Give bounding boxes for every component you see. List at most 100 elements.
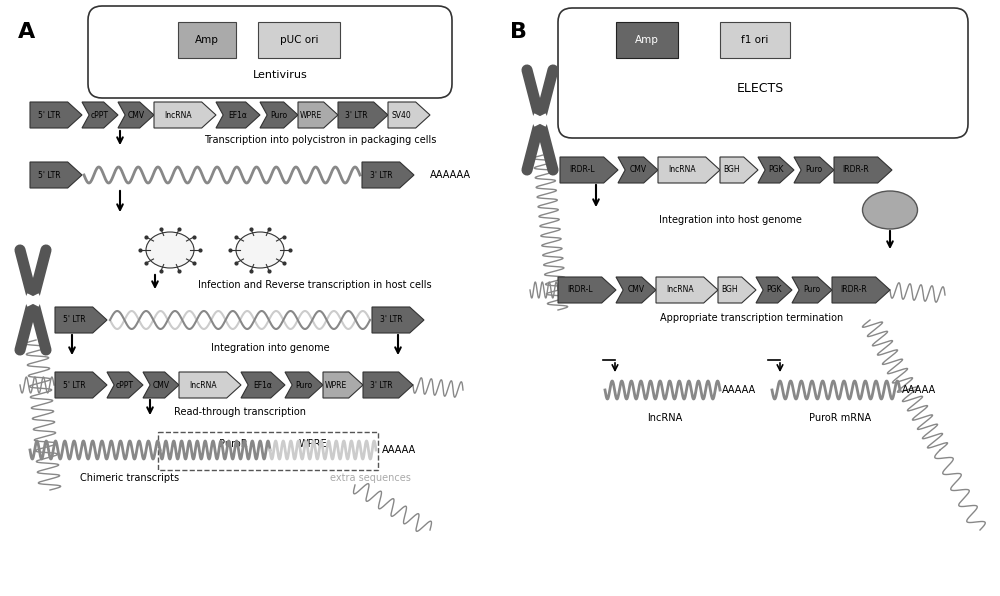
Text: 3' LTR: 3' LTR — [370, 380, 392, 390]
Polygon shape — [558, 277, 616, 303]
Text: CMV: CMV — [127, 110, 145, 120]
Text: Transcription into polycistron in packaging cells: Transcription into polycistron in packag… — [204, 135, 436, 145]
Text: SV40: SV40 — [392, 110, 412, 120]
Bar — [720, 22, 790, 58]
Text: Amp: Amp — [195, 35, 219, 45]
Text: pUC ori: pUC ori — [280, 35, 318, 45]
Text: f1 ori: f1 ori — [741, 35, 769, 45]
Text: PGK: PGK — [768, 166, 784, 175]
Text: WPRE: WPRE — [325, 380, 347, 390]
Text: W: W — [254, 245, 266, 255]
Polygon shape — [758, 157, 794, 183]
Text: AAAAA: AAAAA — [902, 385, 936, 395]
Text: WPRE: WPRE — [299, 439, 327, 449]
Text: lncRNA: lncRNA — [189, 380, 217, 390]
Text: 5' LTR: 5' LTR — [38, 170, 60, 179]
Text: ELECTS: ELECTS — [736, 82, 784, 95]
Text: Infection and Reverse transcription in host cells: Infection and Reverse transcription in h… — [198, 280, 432, 290]
Text: IRDR-L: IRDR-L — [567, 285, 593, 294]
Text: IRDR-R: IRDR-R — [840, 285, 867, 294]
Text: AAAAAA: AAAAAA — [430, 170, 471, 180]
Text: Transposase: Transposase — [866, 206, 914, 215]
Text: cPPT: cPPT — [91, 110, 109, 120]
Ellipse shape — [236, 232, 284, 268]
Ellipse shape — [862, 191, 918, 229]
Polygon shape — [30, 162, 82, 188]
Polygon shape — [30, 102, 82, 128]
Text: Amp: Amp — [635, 35, 659, 45]
Text: EF1α: EF1α — [254, 380, 272, 390]
Text: PGK: PGK — [766, 285, 782, 294]
Polygon shape — [285, 372, 323, 398]
Text: 5' LTR: 5' LTR — [38, 110, 60, 120]
Text: W: W — [164, 245, 176, 255]
Text: IRDR-R: IRDR-R — [842, 166, 869, 175]
Bar — [178, 22, 236, 58]
Polygon shape — [756, 277, 792, 303]
Polygon shape — [794, 157, 834, 183]
Polygon shape — [55, 307, 107, 333]
Text: PuroR: PuroR — [219, 439, 247, 449]
Polygon shape — [260, 102, 298, 128]
Polygon shape — [298, 102, 338, 128]
Text: EF1α: EF1α — [229, 110, 247, 120]
Polygon shape — [720, 157, 758, 183]
Polygon shape — [832, 277, 890, 303]
Text: 3' LTR: 3' LTR — [380, 315, 402, 324]
Polygon shape — [118, 102, 154, 128]
Polygon shape — [154, 102, 216, 128]
Text: AAAAA: AAAAA — [722, 385, 756, 395]
Text: 5' LTR: 5' LTR — [63, 380, 85, 390]
Text: lncRNA: lncRNA — [647, 413, 683, 423]
Text: BGH: BGH — [724, 166, 740, 175]
Polygon shape — [338, 102, 388, 128]
Polygon shape — [179, 372, 241, 398]
Text: Puro: Puro — [803, 285, 821, 294]
Text: Read-through transcription: Read-through transcription — [174, 407, 306, 417]
Text: CMV: CMV — [152, 380, 170, 390]
Ellipse shape — [146, 232, 194, 268]
Text: CMV: CMV — [629, 166, 647, 175]
Polygon shape — [792, 277, 832, 303]
Polygon shape — [616, 277, 656, 303]
Polygon shape — [363, 372, 413, 398]
Polygon shape — [372, 307, 424, 333]
Text: 5' LTR: 5' LTR — [63, 315, 85, 324]
Text: AAAAA: AAAAA — [382, 445, 416, 455]
Bar — [616, 22, 678, 58]
Polygon shape — [658, 157, 720, 183]
Text: cPPT: cPPT — [116, 380, 134, 390]
Text: WPRE: WPRE — [300, 110, 322, 120]
Polygon shape — [834, 157, 892, 183]
Bar — [158, 432, 378, 470]
Text: Puro: Puro — [295, 380, 313, 390]
Text: IRDR-L: IRDR-L — [569, 166, 595, 175]
Text: 3' LTR: 3' LTR — [370, 170, 392, 179]
Polygon shape — [388, 102, 430, 128]
Polygon shape — [323, 372, 363, 398]
Polygon shape — [216, 102, 260, 128]
Text: Integration into host genome: Integration into host genome — [659, 215, 801, 225]
Text: Lentivirus: Lentivirus — [253, 70, 307, 80]
Polygon shape — [656, 277, 718, 303]
Text: Appropriate transcription termination: Appropriate transcription termination — [660, 313, 843, 323]
Polygon shape — [560, 157, 618, 183]
Polygon shape — [241, 372, 285, 398]
Text: lncRNA: lncRNA — [164, 110, 192, 120]
Polygon shape — [718, 277, 756, 303]
Polygon shape — [618, 157, 658, 183]
Text: Puro: Puro — [270, 110, 288, 120]
Polygon shape — [107, 372, 143, 398]
Text: Chimeric transcripts: Chimeric transcripts — [80, 473, 180, 483]
Text: lncRNA: lncRNA — [668, 166, 696, 175]
Polygon shape — [55, 372, 107, 398]
Text: lncRNA: lncRNA — [666, 285, 694, 294]
Text: Puro: Puro — [805, 166, 823, 175]
Polygon shape — [143, 372, 179, 398]
Polygon shape — [362, 162, 414, 188]
Text: 3' LTR: 3' LTR — [345, 110, 367, 120]
Text: extra sequences: extra sequences — [330, 473, 410, 483]
Bar — [258, 22, 340, 58]
Polygon shape — [82, 102, 118, 128]
Text: Integration into genome: Integration into genome — [211, 343, 329, 353]
